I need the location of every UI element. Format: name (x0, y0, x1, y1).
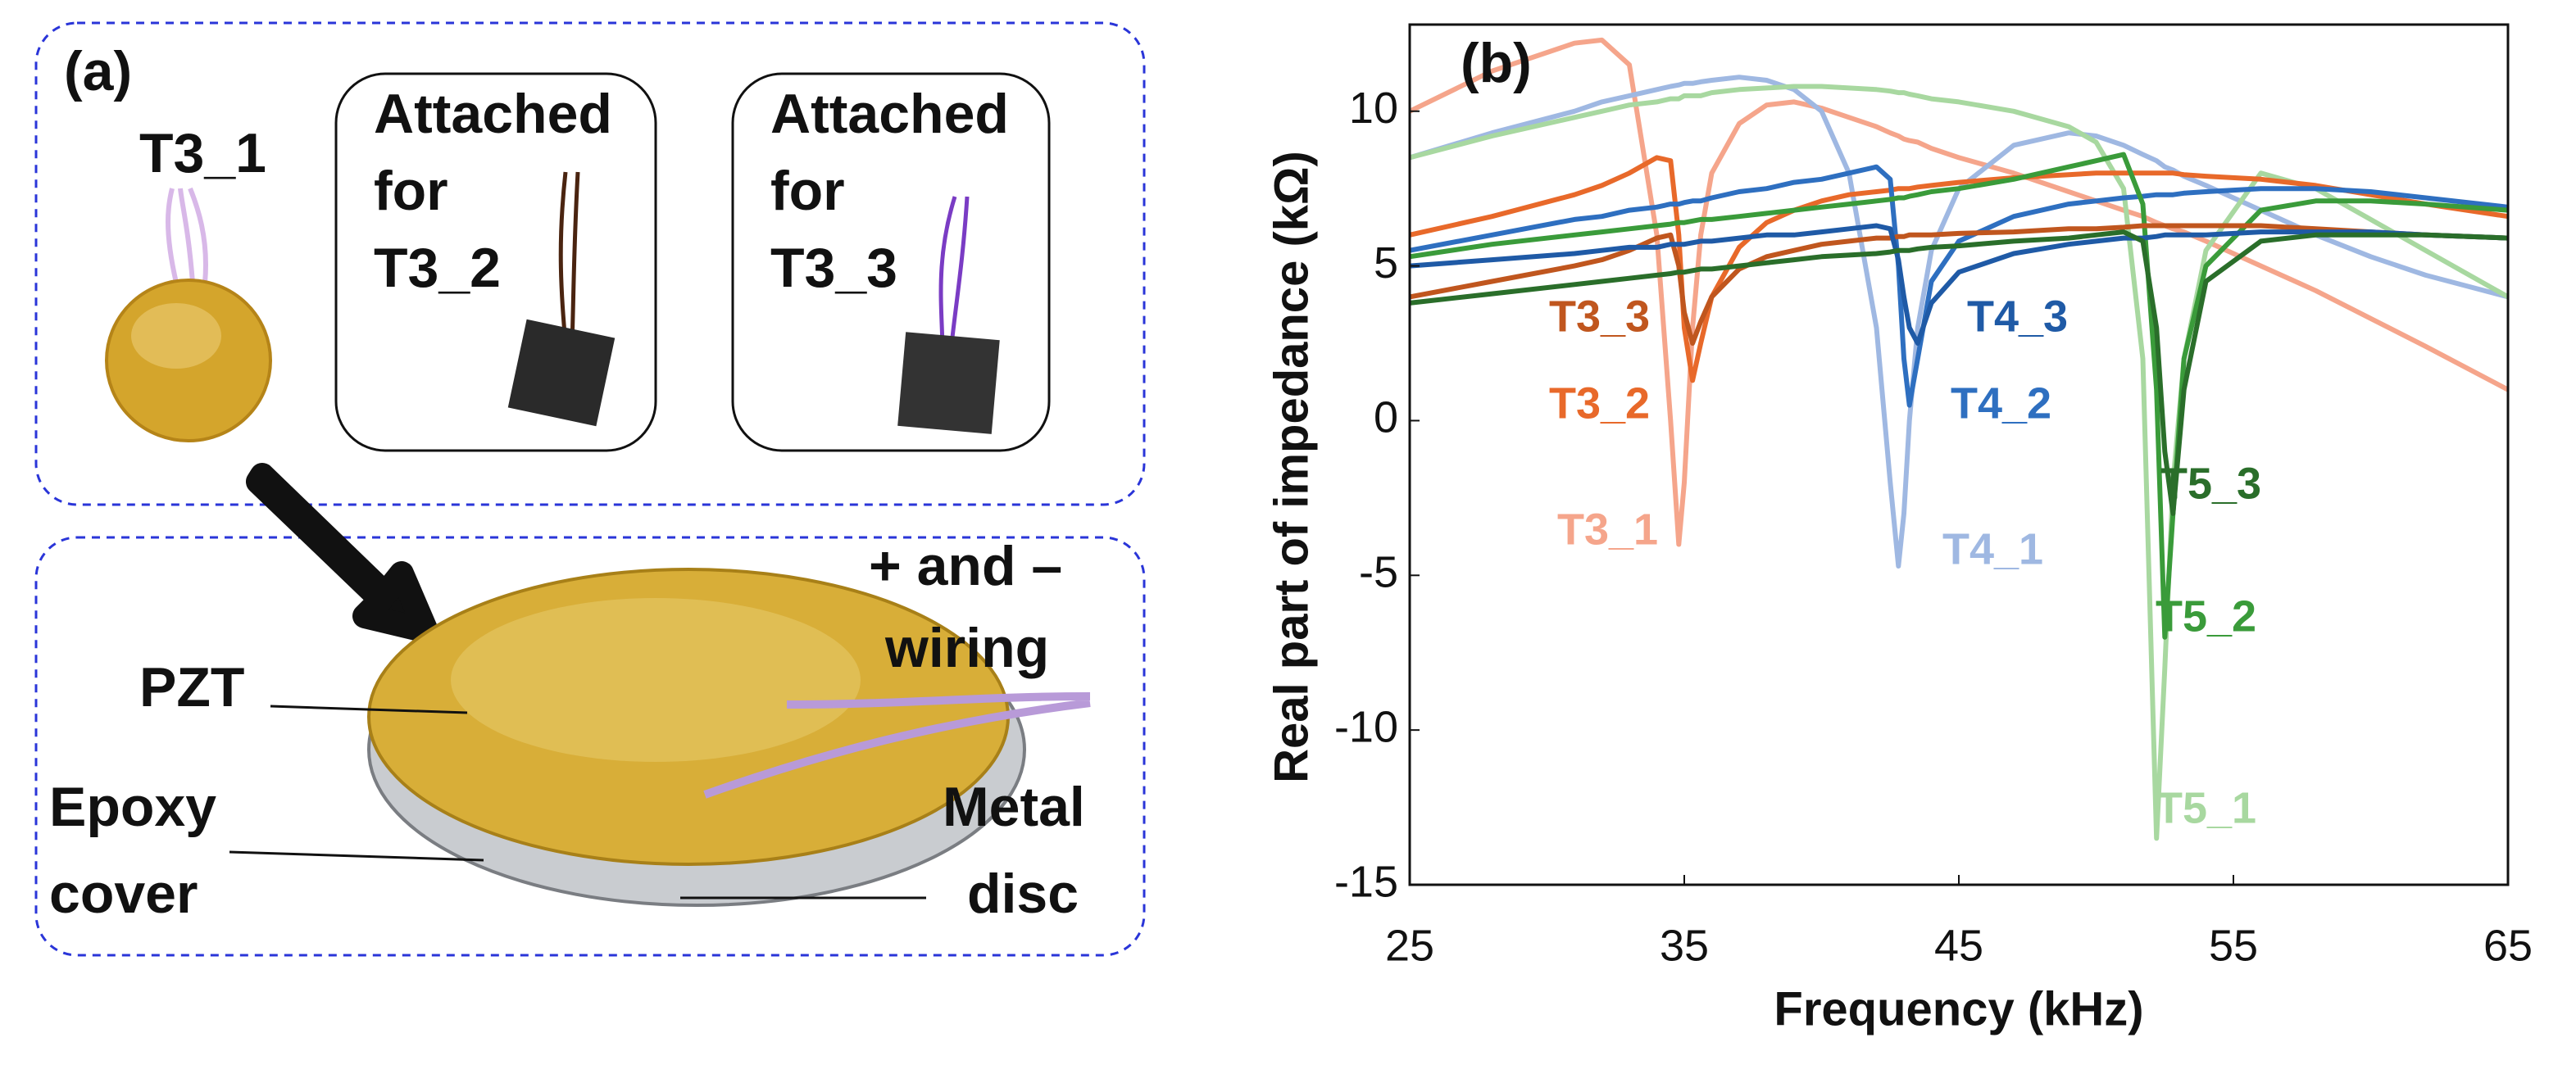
series-label: T5_3 (2160, 459, 2261, 508)
disc-highlight (131, 303, 221, 369)
epoxy-text: cover (49, 863, 198, 925)
y-tick-label: 0 (1374, 393, 1398, 442)
x-tick-label: 55 (2209, 921, 2258, 970)
sensor-label: T3_1 (139, 122, 266, 184)
wire (558, 171, 580, 345)
x-tick-label: 45 (1934, 921, 1983, 970)
y-tick-label: -10 (1334, 702, 1398, 751)
wiring (703, 692, 1091, 799)
series-label: T3_3 (1549, 292, 1650, 341)
metal-text: disc (967, 863, 1079, 925)
series-label: T4_1 (1942, 524, 2043, 573)
series-line (1409, 155, 2509, 383)
series-label: T3_2 (1549, 378, 1650, 428)
pointer (270, 705, 468, 714)
box-text: for (770, 160, 845, 222)
x-tick-label: 25 (1385, 921, 1434, 970)
panel-label: (a) (64, 40, 132, 102)
y-tick-label: 10 (1349, 84, 1398, 133)
patch (897, 332, 1000, 434)
x-tick-label: 35 (1660, 921, 1709, 970)
bottom-dashed-box (34, 536, 1146, 957)
wiring-text: wiring (884, 617, 1049, 679)
box-text: for (374, 160, 448, 222)
box-text: Attached (374, 83, 612, 145)
sensor-box (731, 72, 1051, 452)
sensor-box (334, 72, 657, 452)
pzt-layer (451, 598, 861, 762)
metal-text: Metal (943, 776, 1085, 838)
wiring-text: + and – (869, 535, 1062, 597)
series-label: T4_2 (1951, 378, 2051, 428)
epoxy-text: Epoxy (49, 776, 216, 838)
x-tick-label: 65 (2483, 921, 2533, 970)
series-label: T4_3 (1967, 292, 2068, 341)
y-tick-label: 5 (1374, 238, 1398, 288)
series-line (1408, 37, 2510, 547)
y-tick-label: -15 (1334, 857, 1398, 906)
pzt-text: PZT (139, 656, 244, 718)
series-line (1409, 164, 2509, 408)
panel-label: (b) (1461, 32, 1532, 94)
wire (166, 187, 208, 283)
series-label: T5_2 (2156, 591, 2256, 641)
x-axis-label: Frequency (kHz) (1774, 982, 2143, 1035)
patch (507, 319, 616, 427)
series-line (1409, 223, 2509, 346)
top-dashed-box (34, 21, 1146, 506)
series-label: T5_1 (2156, 783, 2256, 832)
series-label: T3_1 (1557, 505, 1658, 554)
y-axis-label: Real part of impedance (kΩ) (1265, 151, 1318, 783)
wire (938, 196, 970, 353)
series-line (1409, 229, 2509, 516)
y-tick-label: -5 (1359, 548, 1398, 597)
box-text: T3_2 (374, 237, 501, 299)
box-text: T3_3 (770, 237, 897, 299)
series-line (1409, 223, 2509, 346)
pointer (229, 850, 484, 862)
big-arrow (246, 463, 438, 643)
box-text: Attached (770, 83, 1009, 145)
plot-frame (1408, 23, 2510, 886)
plot (1408, 37, 2510, 841)
